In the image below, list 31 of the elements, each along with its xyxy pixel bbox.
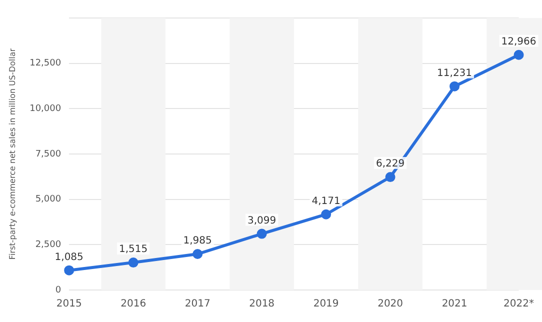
point <box>321 209 332 220</box>
data-label: 4,171 <box>312 196 340 207</box>
data-label: 3,099 <box>247 215 276 226</box>
x-tick-label: 2020 <box>378 298 404 310</box>
y-tick-label: 5,000 <box>35 194 62 205</box>
point <box>256 228 267 239</box>
y-axis-title: First-party e-commerce net sales in million US-Dollar <box>8 48 17 260</box>
y-tick-label: 12,500 <box>30 58 62 69</box>
x-tick-label: 2017 <box>184 298 210 310</box>
y-tick-label: 0 <box>55 285 62 296</box>
data-label: 12,966 <box>501 36 536 48</box>
x-tick-label: 2022* <box>504 298 534 310</box>
x-tick-label: 2016 <box>120 298 146 310</box>
y-tick-label: 10,000 <box>30 104 62 114</box>
data-label: 1,515 <box>119 244 148 256</box>
y-tick-label: 7,500 <box>35 149 62 160</box>
data-label: 11,231 <box>437 68 472 79</box>
point <box>514 50 524 60</box>
x-tick-label: 2015 <box>56 298 82 310</box>
point <box>192 249 203 260</box>
data-label: 1,985 <box>183 236 212 247</box>
point <box>128 258 138 268</box>
x-tick-label: 2018 <box>249 298 275 310</box>
y-tick-label: 2,500 <box>35 240 62 250</box>
data-label: 6,229 <box>376 158 405 170</box>
point <box>385 172 396 182</box>
data-label: 1,085 <box>54 252 84 263</box>
point <box>64 265 74 276</box>
point <box>450 81 460 92</box>
x-tick-label: 2019 <box>313 298 339 310</box>
x-tick-label: 2021 <box>442 298 468 310</box>
